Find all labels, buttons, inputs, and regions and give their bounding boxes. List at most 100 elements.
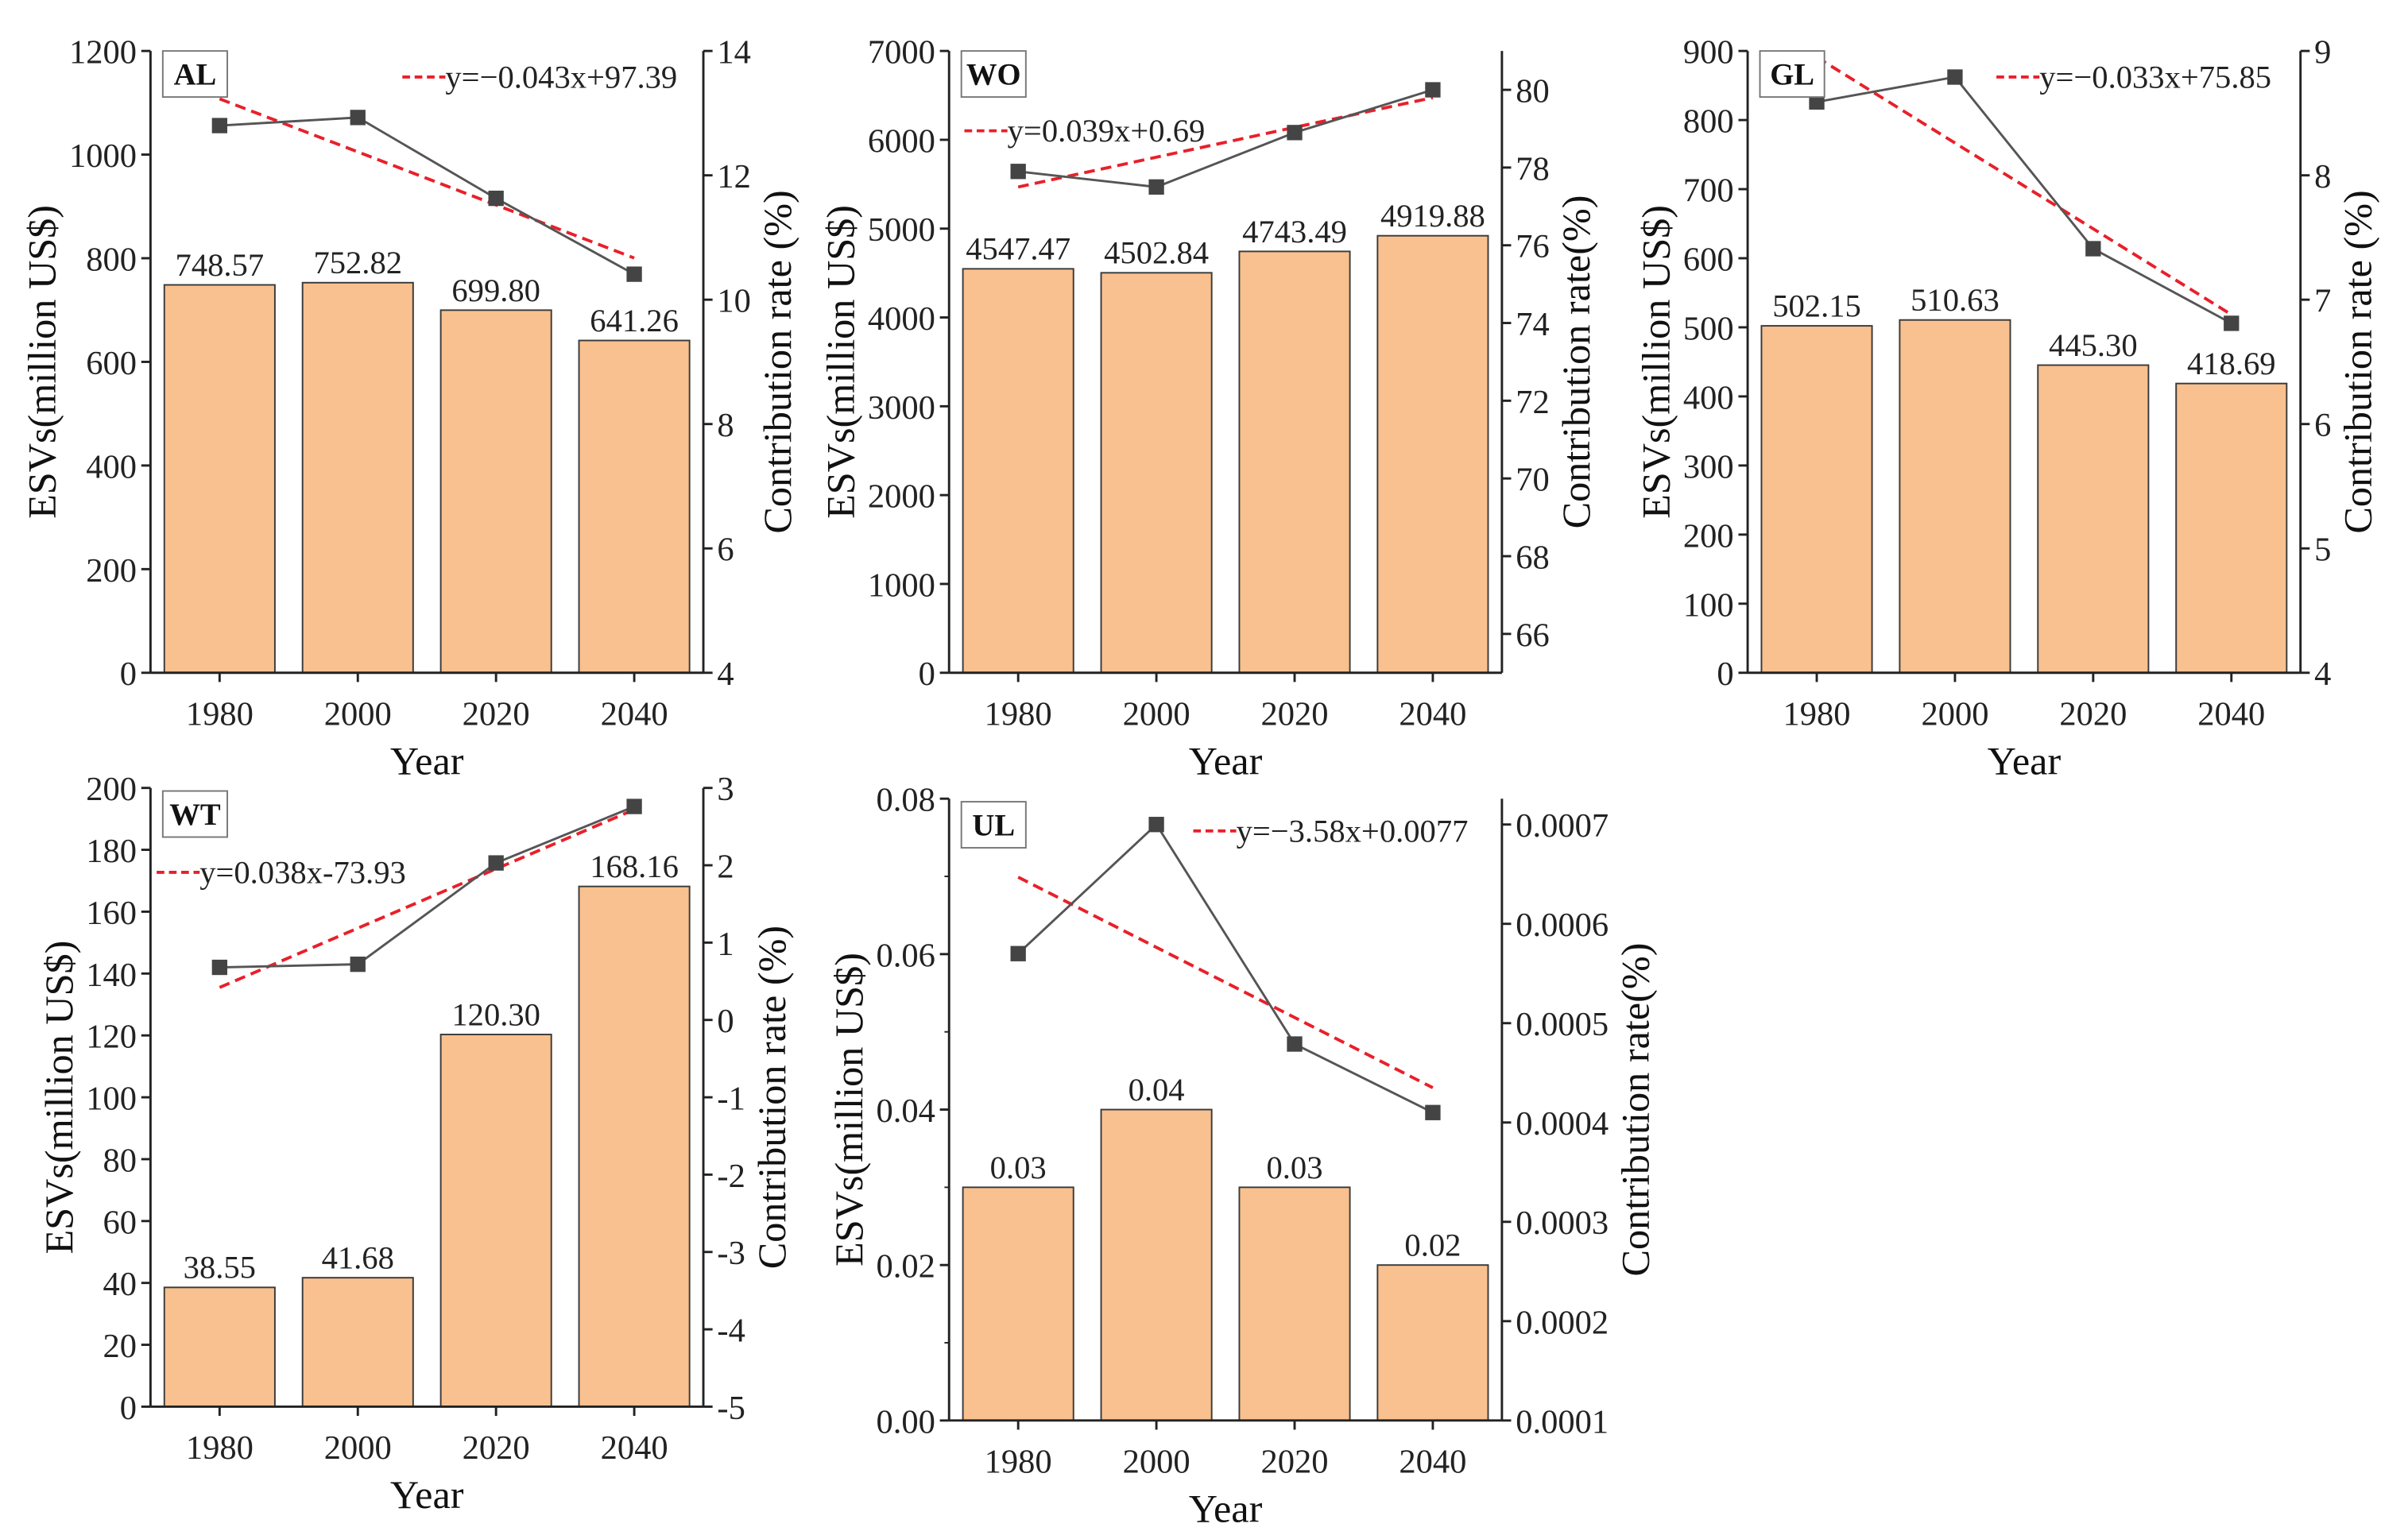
x-tick-label: 1980 bbox=[186, 695, 254, 733]
panel-label: WO bbox=[966, 59, 1021, 92]
bar-value-label: 0.03 bbox=[1267, 1150, 1323, 1185]
trend-line bbox=[1017, 876, 1434, 1089]
panel-label: GL bbox=[1770, 59, 1814, 92]
line-marker bbox=[488, 190, 504, 207]
bar bbox=[578, 885, 691, 1408]
y-tick-label: 1200 bbox=[69, 34, 137, 72]
panel-al: 748.57 752.82 699.80 641.26 0 200 400 600 800 100… bbox=[20, 34, 800, 783]
bar-value-label: 699.80 bbox=[451, 273, 540, 308]
bar-value-label: 4919.88 bbox=[1380, 198, 1485, 234]
y2-tick-label: 8 bbox=[2314, 158, 2331, 195]
line-marker bbox=[2085, 241, 2101, 257]
y2-tick-label: 7 bbox=[2314, 283, 2331, 320]
panel-ul: 0.03 0.04 0.03 0.02 0.00 0.02 0.04 0.06 0.08 0.00… bbox=[827, 782, 1657, 1531]
y-axis-title: ESVs(million US$) bbox=[827, 953, 871, 1266]
line-marker bbox=[2224, 315, 2240, 331]
legend-label: y=−0.033x+75.85 bbox=[2039, 60, 2271, 95]
y-tick-label: 200 bbox=[86, 771, 137, 808]
contribution-line bbox=[219, 805, 635, 969]
x-tick-label: 1980 bbox=[1783, 695, 1851, 733]
y-tick-label: 60 bbox=[103, 1204, 137, 1241]
x-tick-label: 2040 bbox=[601, 695, 668, 733]
x-tick-label: 2020 bbox=[1261, 1444, 1329, 1481]
y2-tick-label: 1 bbox=[717, 926, 734, 963]
y-tick-label: 700 bbox=[1683, 172, 1734, 210]
trend-line bbox=[219, 97, 635, 260]
y2-axis-title: Contribution rate(%) bbox=[1612, 943, 1657, 1277]
y2-tick-label: 0.0007 bbox=[1516, 807, 1609, 845]
bar bbox=[1100, 1108, 1213, 1421]
y-tick-label: 0 bbox=[120, 655, 137, 693]
line-marker bbox=[211, 118, 227, 133]
panel-label: WT bbox=[169, 799, 221, 832]
y2-tick-label: 78 bbox=[1516, 150, 1550, 188]
bar bbox=[1376, 1264, 1489, 1421]
y-tick-label: 900 bbox=[1683, 34, 1734, 72]
bar-value-label: 641.26 bbox=[590, 303, 679, 338]
x-tick-label: 1980 bbox=[985, 1444, 1052, 1481]
y-tick-label: 140 bbox=[86, 957, 137, 994]
line-marker bbox=[1148, 817, 1164, 833]
y-tick-label: 100 bbox=[1683, 586, 1734, 624]
bar bbox=[2175, 382, 2288, 674]
y-tick-label: 40 bbox=[103, 1266, 137, 1303]
bar-value-label: 0.02 bbox=[1404, 1228, 1461, 1263]
legend-label: y=−0.043x+97.39 bbox=[445, 60, 677, 95]
y2-tick-label: 74 bbox=[1516, 306, 1550, 343]
line-marker bbox=[626, 266, 642, 282]
y2-tick-label: 14 bbox=[717, 34, 751, 72]
bar bbox=[1376, 234, 1489, 674]
y2-tick-label: 6 bbox=[2314, 407, 2331, 444]
contribution-line bbox=[219, 116, 635, 276]
y-tick-label: 0.06 bbox=[876, 937, 935, 974]
bar bbox=[1238, 1186, 1351, 1421]
bar bbox=[1238, 250, 1351, 674]
y2-tick-label: 70 bbox=[1516, 462, 1550, 499]
contribution-line bbox=[1017, 822, 1434, 1114]
x-tick-label: 2020 bbox=[463, 1429, 530, 1467]
legend-label: y=0.039x+0.69 bbox=[1008, 113, 1206, 149]
y2-axis-title: Contribution rate(%) bbox=[1554, 195, 1598, 528]
y-tick-label: 1000 bbox=[69, 137, 137, 175]
x-tick-label: 1980 bbox=[985, 695, 1052, 733]
x-axis-title: Year bbox=[390, 1472, 464, 1517]
line-marker bbox=[488, 855, 504, 871]
x-tick-label: 1980 bbox=[186, 1429, 254, 1467]
trend-line bbox=[219, 808, 635, 989]
y2-tick-label: 0.0001 bbox=[1516, 1403, 1609, 1440]
bar-value-label: 4502.84 bbox=[1104, 235, 1209, 271]
panel-gl: 502.15 510.63 445.30 418.69 0 100 200 300 400 500… bbox=[1634, 34, 2380, 783]
legend-label: y=−3.58x+0.0077 bbox=[1237, 813, 1469, 849]
y-tick-label: 1000 bbox=[868, 566, 935, 604]
y-tick-label: 160 bbox=[86, 895, 137, 932]
y-tick-label: 400 bbox=[86, 448, 137, 485]
x-tick-label: 2020 bbox=[2059, 695, 2127, 733]
y2-tick-label: 66 bbox=[1516, 617, 1550, 654]
bar-value-label: 445.30 bbox=[2049, 327, 2138, 363]
y2-tick-label: 0.0004 bbox=[1516, 1105, 1609, 1143]
y2-tick-label: -3 bbox=[717, 1235, 745, 1272]
y2-tick-label: -1 bbox=[717, 1081, 745, 1118]
y2-tick-label: 6 bbox=[717, 532, 734, 569]
line-marker bbox=[626, 799, 642, 814]
trend-line bbox=[1816, 56, 2232, 316]
y2-tick-label: 2 bbox=[717, 848, 734, 885]
y2-tick-label: 12 bbox=[717, 158, 751, 195]
y-tick-label: 200 bbox=[86, 552, 137, 590]
y-tick-label: 0.04 bbox=[876, 1092, 935, 1130]
legend-label: y=0.038x-73.93 bbox=[199, 854, 406, 890]
panel-wt: 38.55 41.68120.30168.16020406080100120140… bbox=[37, 771, 794, 1517]
y-tick-label: 7000 bbox=[868, 34, 935, 72]
x-tick-label: 2040 bbox=[601, 1429, 668, 1467]
y2-tick-label: 4 bbox=[717, 655, 734, 693]
bar bbox=[439, 309, 552, 674]
panel-label-box bbox=[960, 50, 1027, 99]
y-tick-label: 0 bbox=[1717, 655, 1733, 693]
y2-tick-label: 9 bbox=[2314, 34, 2331, 72]
x-tick-label: 2000 bbox=[1921, 695, 1988, 733]
y2-tick-label: -4 bbox=[717, 1313, 745, 1350]
y-tick-label: 20 bbox=[103, 1328, 137, 1365]
bar-value-label: 0.04 bbox=[1129, 1072, 1185, 1108]
x-tick-label: 2000 bbox=[324, 695, 392, 733]
y-tick-label: 80 bbox=[103, 1142, 137, 1179]
